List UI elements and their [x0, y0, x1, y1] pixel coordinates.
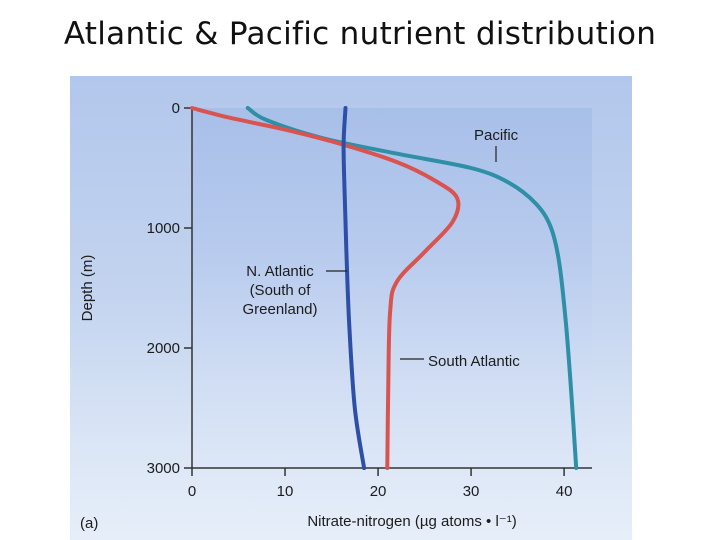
series-annotation-n-atlantic: Greenland): [242, 301, 317, 318]
y-tick-label: 3000: [147, 460, 180, 477]
y-tick-label: 1000: [147, 220, 180, 237]
x-tick-label: 0: [188, 483, 196, 500]
x-axis-title: Nitrate-nitrogen (µg atoms • l⁻¹): [307, 513, 516, 530]
x-tick-label: 20: [370, 483, 387, 500]
axes: [191, 108, 592, 469]
x-tick-label: 10: [277, 483, 294, 500]
series-annotation-south-atlantic: South Atlantic: [428, 353, 520, 370]
x-tick-label: 30: [463, 483, 480, 500]
panel-label: (a): [80, 515, 98, 532]
y-tick-label: 0: [172, 100, 180, 117]
annotations: Pacific South Atlantic N. Atlantic (South o…: [242, 127, 520, 370]
series-annotation-pacific: Pacific: [474, 127, 519, 144]
slide-title: Atlantic & Pacific nutrient distribution: [63, 16, 657, 52]
x-tick-label: 40: [556, 483, 573, 500]
series: [190, 106, 579, 470]
y-tick-label: 2000: [147, 340, 180, 357]
ticks: 0 1000 2000 3000 0 10 20 30 40: [147, 100, 573, 500]
series-line-n-atlantic-south-of-greenland: [341, 106, 367, 470]
y-axis-title: Depth (m): [79, 255, 96, 322]
series-annotation-n-atlantic: N. Atlantic: [246, 263, 314, 280]
series-line-south-atlantic: [190, 106, 461, 470]
series-annotation-n-atlantic: (South of: [250, 282, 312, 299]
